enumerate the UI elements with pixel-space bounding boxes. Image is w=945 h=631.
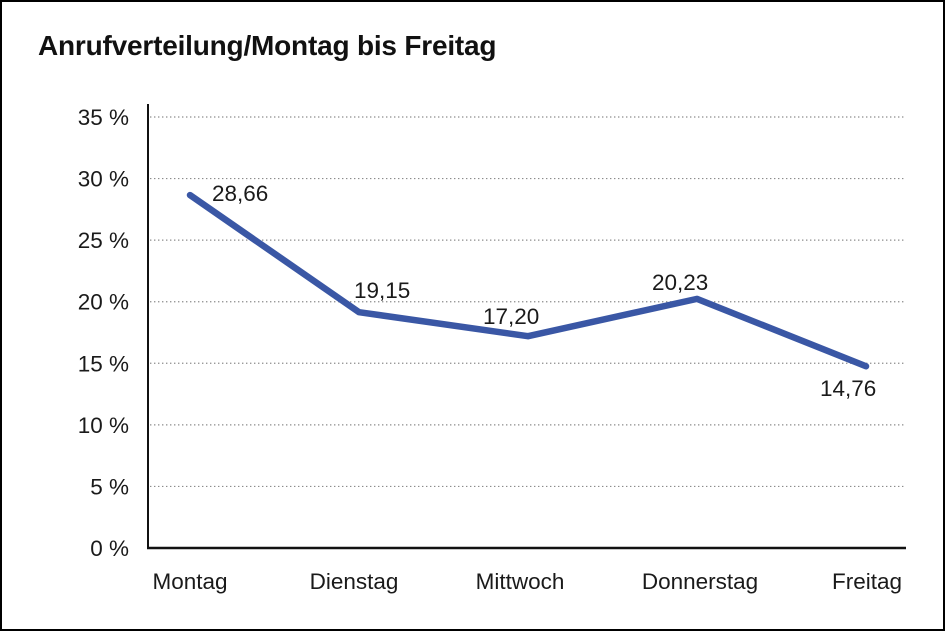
data-label: 14,76 xyxy=(820,376,876,401)
series-line xyxy=(186,191,870,370)
data-label: 17,20 xyxy=(483,304,539,329)
x-axis-category-label: Dienstag xyxy=(310,569,399,594)
data-label: 28,66 xyxy=(212,181,268,206)
y-axis-tick-label: 20 % xyxy=(78,290,129,315)
y-axis-tick-label: 15 % xyxy=(78,351,129,376)
x-axis-category-label: Montag xyxy=(152,569,227,594)
x-axis-category-label: Freitag xyxy=(832,569,902,594)
chart-title: Anrufverteilung/Montag bis Freitag xyxy=(38,30,497,61)
y-axis-tick-label: 10 % xyxy=(78,413,129,438)
data-label: 19,15 xyxy=(354,278,410,303)
y-axis-tick-label: 5 % xyxy=(90,474,129,499)
y-axis-tick-label: 0 % xyxy=(90,536,129,561)
y-axis-tick-label: 30 % xyxy=(78,167,129,192)
x-axis-category-label: Donnerstag xyxy=(642,569,758,594)
y-axis-tick-label: 25 % xyxy=(78,228,129,253)
data-label: 20,23 xyxy=(652,270,708,295)
x-axis-category-label: Mittwoch xyxy=(476,569,565,594)
y-axis-tick-label: 35 % xyxy=(78,105,129,130)
